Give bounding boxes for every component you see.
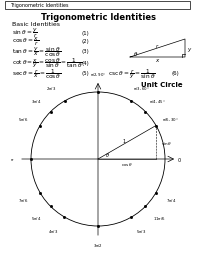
- Text: $5\pi/6$: $5\pi/6$: [18, 116, 28, 122]
- Text: Trigonometric Identities: Trigonometric Identities: [41, 12, 156, 21]
- Text: r: r: [156, 43, 158, 48]
- Text: $2\pi/3$: $2\pi/3$: [46, 84, 57, 91]
- Text: 1: 1: [123, 138, 125, 143]
- Text: $\csc\theta = \dfrac{r}{y} = \dfrac{1}{\sin\theta}$: $\csc\theta = \dfrac{r}{y} = \dfrac{1}{\…: [108, 67, 156, 81]
- Text: $5\pi/3$: $5\pi/3$: [136, 228, 147, 234]
- Text: (3): (3): [82, 49, 90, 54]
- Text: $\cos\theta$: $\cos\theta$: [121, 161, 133, 168]
- Text: $\pi/2, 90\degree$: $\pi/2, 90\degree$: [90, 70, 106, 77]
- Text: $3\pi/4$: $3\pi/4$: [31, 98, 41, 105]
- Text: $7\pi/4$: $7\pi/4$: [166, 196, 176, 203]
- Text: (1): (1): [82, 30, 90, 35]
- Text: (4): (4): [82, 60, 90, 65]
- Text: $\sin\theta = \dfrac{y}{r}$: $\sin\theta = \dfrac{y}{r}$: [12, 26, 38, 40]
- Text: $\pi/4, 45\degree$: $\pi/4, 45\degree$: [149, 98, 165, 105]
- Text: $\cot\theta = \dfrac{x}{y} = \dfrac{\cos\theta}{\sin\theta} = \dfrac{1}{\tan\the: $\cot\theta = \dfrac{x}{y} = \dfrac{\cos…: [12, 56, 83, 70]
- Text: $7\pi/6$: $7\pi/6$: [18, 196, 28, 203]
- Text: (6): (6): [172, 71, 180, 76]
- Text: $5\pi/4$: $5\pi/4$: [31, 214, 41, 221]
- Text: $\cos\theta = \dfrac{x}{r}$: $\cos\theta = \dfrac{x}{r}$: [12, 36, 39, 48]
- Text: (2): (2): [82, 39, 90, 44]
- Text: $\pi$: $\pi$: [10, 156, 14, 162]
- Text: $\theta$: $\theta$: [133, 50, 139, 58]
- Text: $4\pi/3$: $4\pi/3$: [48, 228, 59, 234]
- Text: (5): (5): [82, 71, 90, 76]
- Text: $\sec\theta = \dfrac{r}{x} = \dfrac{1}{\cos\theta}$: $\sec\theta = \dfrac{r}{x} = \dfrac{1}{\…: [12, 67, 61, 81]
- Text: 0: 0: [177, 157, 181, 162]
- Text: Trigonometric Identities: Trigonometric Identities: [10, 4, 69, 8]
- Text: $\sin\theta$: $\sin\theta$: [161, 139, 172, 146]
- Text: x: x: [155, 58, 159, 63]
- Text: Basic Identities: Basic Identities: [12, 22, 60, 27]
- Text: $3\pi/2$: $3\pi/2$: [93, 242, 103, 248]
- Text: $\pi/3, 60\degree$: $\pi/3, 60\degree$: [133, 84, 150, 91]
- Text: $11\pi/6$: $11\pi/6$: [153, 214, 165, 221]
- Text: y: y: [187, 46, 190, 51]
- Text: $\pi/6, 30\degree$: $\pi/6, 30\degree$: [162, 116, 178, 122]
- Text: $\theta$: $\theta$: [105, 150, 110, 158]
- Bar: [5, 2, 190, 10]
- Text: $\tan\theta = \dfrac{y}{x} = \dfrac{\sin\theta}{\cos\theta}$: $\tan\theta = \dfrac{y}{x} = \dfrac{\sin…: [12, 45, 61, 59]
- Text: Unit Circle: Unit Circle: [141, 82, 183, 88]
